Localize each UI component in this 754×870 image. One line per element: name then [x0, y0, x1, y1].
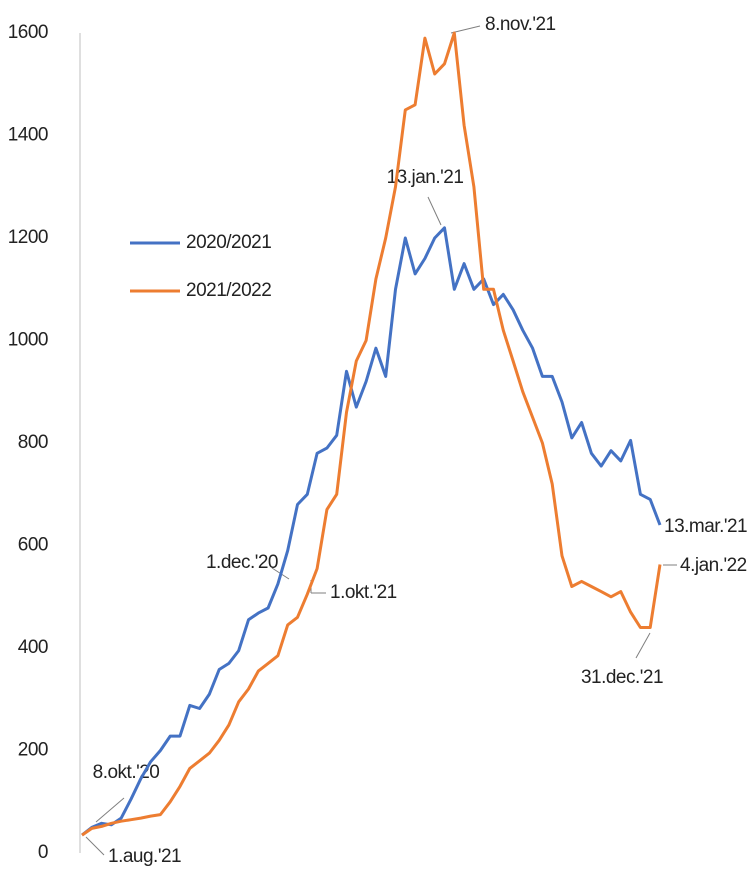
series-line — [81, 226, 662, 837]
series-line — [81, 31, 662, 837]
annotation: 8.nov.'21 — [485, 14, 556, 35]
annotation: 1.okt.'21 — [330, 582, 397, 603]
annotation: 1.aug.'21 — [108, 846, 181, 867]
leader-line — [95, 797, 125, 823]
annotation: 4.jan.'22 — [680, 555, 747, 576]
y-tick-label: 800 — [18, 432, 48, 453]
y-tick-label: 400 — [18, 637, 48, 658]
leader-line — [635, 632, 651, 659]
annotation: 31.dec.'21 — [581, 667, 663, 688]
annotation: 1.dec.'20 — [206, 552, 278, 573]
legend-label: 2020/2021 — [186, 232, 271, 253]
annotations: 8.nov.'21 13.jan.'21 1.dec.'20 1.okt.'21… — [85, 14, 748, 867]
y-tick-label: 1600 — [8, 22, 48, 43]
y-tick-label: 1200 — [8, 227, 48, 248]
y-tick-label: 0 — [38, 842, 48, 863]
annotation: 13.mar.'21 — [664, 516, 747, 537]
annotation: 13.jan.'21 — [387, 167, 464, 188]
leader-line — [427, 196, 442, 226]
y-tick-label: 200 — [18, 740, 48, 761]
y-tick-label: 1000 — [8, 330, 48, 351]
leader-line — [450, 25, 481, 34]
y-tick-label: 600 — [18, 535, 48, 556]
y-tick-label: 1400 — [8, 125, 48, 146]
leader-line — [85, 836, 105, 856]
legend-label: 2021/2022 — [186, 280, 271, 301]
